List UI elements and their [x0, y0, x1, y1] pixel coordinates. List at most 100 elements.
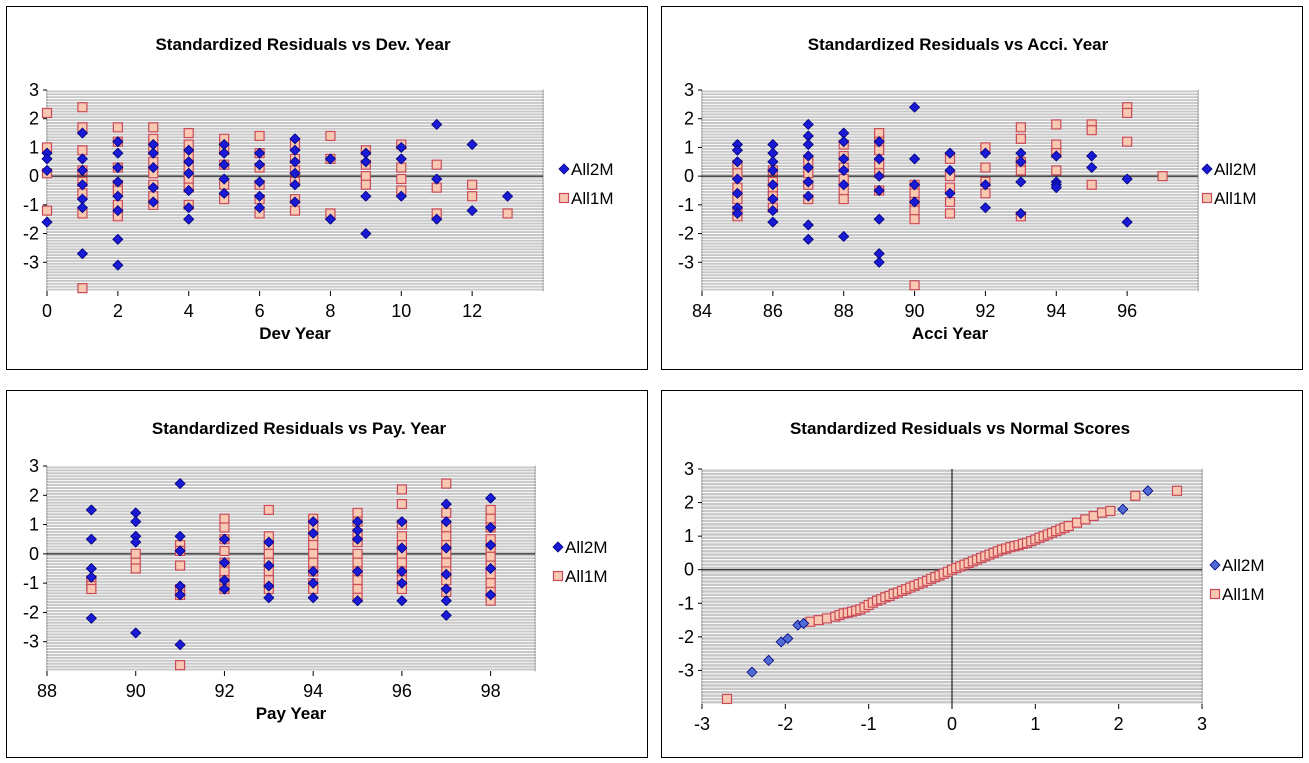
data-point-All1M [352, 575, 363, 586]
chart-svg-pay-year: Standardized Residuals vs Pay. Year -3 -2 -… [23, 419, 608, 723]
data-point-All1M [1086, 125, 1097, 136]
data-point-All2M [440, 568, 452, 580]
data-point-All1M [219, 545, 230, 557]
data-point-All2M [360, 156, 372, 168]
data-point-All1M [308, 557, 319, 568]
legend-label: All2M [571, 160, 614, 179]
data-point-All2M [112, 136, 124, 148]
data-point-All2M [174, 478, 186, 490]
data-point-All1M [1080, 514, 1091, 525]
y-tick-label: 2 [29, 109, 39, 129]
y-tick-label: 1 [684, 137, 694, 157]
data-point-All2M [838, 230, 850, 243]
data-point-All2M [873, 153, 885, 165]
data-point-All2M [254, 159, 266, 171]
data-point-All2M [838, 136, 850, 148]
data-point-All1M [1096, 507, 1108, 518]
x-tick-label: 90 [905, 301, 925, 321]
legend-label: All1M [1214, 189, 1257, 208]
data-point-All2M [431, 213, 443, 225]
data-point-All2M [396, 542, 408, 554]
data-point-All2M [147, 161, 159, 174]
data-point-All1M [1015, 122, 1026, 133]
data-point-All1M [1051, 119, 1062, 130]
data-point-All1M [352, 507, 363, 518]
chart-title: Standardized Residuals vs Acci. Year [808, 35, 1109, 54]
data-point-All2M [1050, 182, 1062, 194]
y-tick-label: 0 [684, 166, 694, 186]
y-tick-label: -1 [678, 593, 694, 613]
data-point-All1M [130, 563, 141, 574]
data-point-All2M [767, 164, 779, 176]
data-point-All1M [396, 557, 408, 568]
legend-marker-All1M [558, 192, 570, 204]
data-point-All2M [324, 153, 336, 165]
chart-svg-dev-year: Standardized Residuals vs Dev. Year -3 -2 -… [23, 35, 614, 343]
data-point-All2M [147, 196, 159, 208]
legend-marker-All2M [558, 163, 570, 175]
data-point-All1M [909, 214, 920, 225]
data-point-All1M [485, 513, 496, 524]
y-tick-label: -1 [23, 195, 39, 215]
data-point-All2M [466, 205, 478, 217]
x-tick-label: 3 [1197, 714, 1207, 734]
data-point-All2M [307, 592, 319, 604]
data-point-All2M [944, 164, 956, 176]
x-tick-label: 10 [391, 301, 411, 321]
data-point-All2M [183, 156, 195, 168]
data-point-All2M [802, 190, 814, 202]
data-point-All1M [1130, 490, 1141, 501]
legend-marker-All2M [552, 541, 564, 553]
data-point-All2M [395, 190, 407, 202]
data-point-All1M [485, 578, 496, 589]
data-point-All2M [502, 190, 514, 202]
data-point-All2M [307, 565, 319, 577]
data-point-All2M [254, 176, 266, 188]
data-point-All2M [76, 164, 88, 176]
data-point-All2M [76, 179, 88, 191]
data-point-All1M [352, 548, 363, 559]
legend-marker-All2M [1201, 163, 1213, 175]
data-point-All2M [798, 617, 810, 629]
data-point-All2M [263, 592, 275, 604]
data-point-All2M [218, 187, 230, 199]
data-point-All1M [174, 560, 186, 571]
legend-label: All1M [1222, 585, 1265, 604]
data-point-All2M [218, 583, 231, 595]
y-tick-label: 1 [29, 137, 39, 157]
data-point-All2M [112, 205, 124, 217]
data-point-All1M [325, 130, 336, 142]
data-point-All2M [485, 492, 497, 504]
data-point-All2M [360, 228, 372, 240]
data-point-All2M [396, 577, 408, 589]
data-point-All2M [979, 202, 991, 214]
data-point-All2M [307, 516, 319, 528]
y-tick-label: -2 [23, 602, 39, 622]
data-point-All2M [802, 161, 814, 174]
data-point-All2M [767, 179, 779, 191]
chart-svg-acci-year: Standardized Residuals vs Acci. Year -3 -2… [678, 35, 1257, 343]
x-tick-label: 88 [834, 301, 854, 321]
x-tick-label: 98 [481, 681, 501, 701]
data-point-All2M [218, 173, 230, 185]
y-tick-label: 3 [684, 80, 694, 100]
data-point-All2M [289, 144, 301, 156]
data-point-All1M [1157, 171, 1168, 182]
x-tick-label: 90 [126, 681, 146, 701]
data-point-All2M [396, 565, 408, 577]
data-point-All2M [440, 583, 452, 595]
chart-title: Standardized Residuals vs Dev. Year [155, 35, 451, 54]
data-point-All1M [1171, 485, 1183, 496]
data-point-All1M [1105, 505, 1116, 517]
data-point-All2M [1015, 207, 1027, 220]
x-axis-label: Dev Year [259, 324, 331, 343]
data-point-All2M [767, 193, 779, 205]
data-point-All1M [467, 179, 478, 190]
data-point-All2M [183, 213, 195, 225]
x-tick-label: 96 [392, 681, 412, 701]
data-point-All2M [41, 164, 53, 176]
data-point-All2M [746, 666, 758, 678]
data-point-All1M [441, 507, 452, 518]
data-point-All2M [147, 182, 159, 194]
legend-label: All1M [571, 189, 614, 208]
